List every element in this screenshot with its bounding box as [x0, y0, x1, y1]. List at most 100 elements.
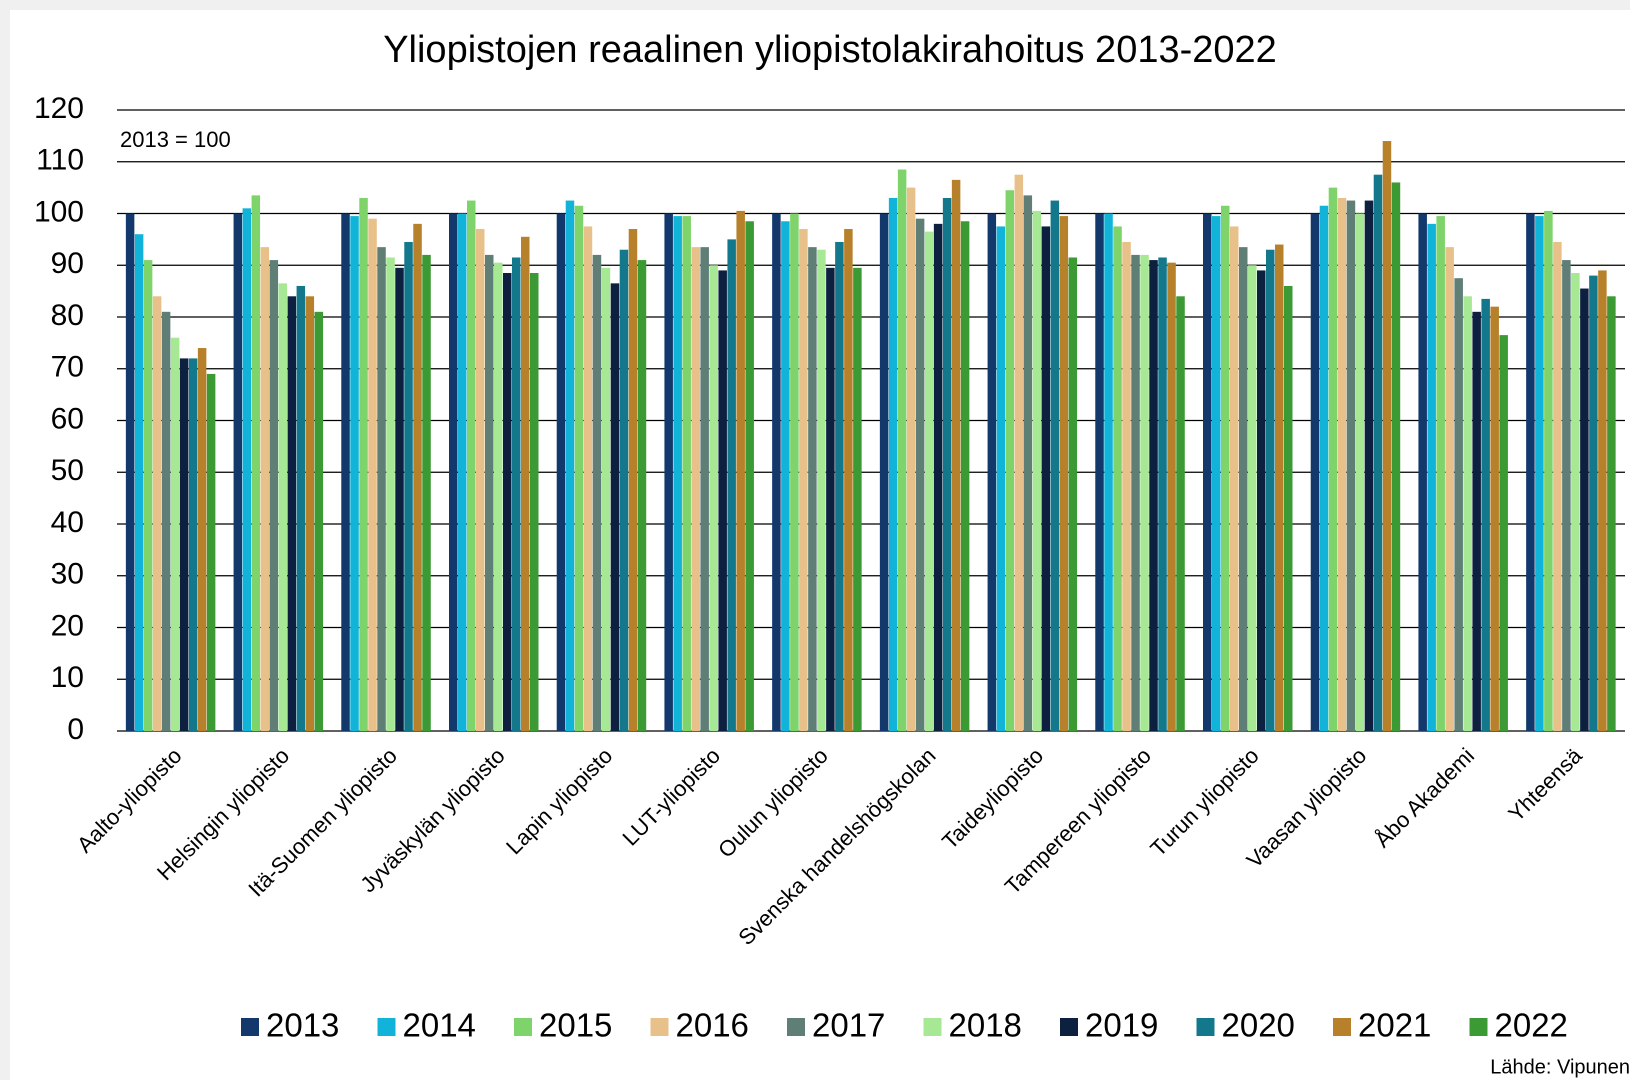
- legend-swatch: [1196, 1018, 1215, 1036]
- bar: [637, 260, 647, 731]
- bar: [269, 260, 279, 731]
- bar: [395, 267, 404, 731]
- bar: [745, 221, 754, 731]
- bar: [485, 254, 494, 731]
- legend-swatch: [1469, 1018, 1488, 1036]
- bar: [1266, 249, 1275, 731]
- y-tick-label: 40: [51, 506, 84, 539]
- bar: [951, 179, 961, 732]
- bar: [808, 247, 817, 731]
- bar: [1032, 210, 1042, 732]
- bar: [350, 216, 359, 731]
- bar: [933, 223, 943, 731]
- bar: [1436, 216, 1445, 731]
- bar: [700, 247, 709, 731]
- bar: [879, 213, 889, 731]
- bar: [996, 226, 1006, 731]
- legend-label: 2014: [403, 1007, 476, 1044]
- bar: [1373, 174, 1383, 731]
- bar: [206, 373, 216, 731]
- y-tick-label: 100: [34, 195, 84, 228]
- legend-label: 2016: [676, 1007, 749, 1044]
- bar: [1050, 200, 1060, 731]
- bar: [1275, 244, 1284, 732]
- bar: [601, 267, 611, 731]
- bar: [781, 221, 790, 731]
- bar: [906, 187, 916, 731]
- bar: [341, 213, 350, 731]
- bar: [476, 229, 485, 731]
- legend-label: 2021: [1358, 1007, 1431, 1044]
- bar: [521, 236, 530, 731]
- bar: [1328, 187, 1338, 731]
- bar: [197, 348, 207, 731]
- bar: [1158, 257, 1167, 731]
- bar: [718, 270, 727, 731]
- bar: [799, 229, 808, 731]
- y-tick-label: 70: [51, 351, 84, 384]
- bar: [1212, 216, 1221, 731]
- bar: [188, 358, 198, 731]
- bar: [790, 213, 799, 731]
- bar: [727, 239, 736, 731]
- legend-label: 2013: [266, 1007, 339, 1044]
- bar: [574, 205, 584, 732]
- y-tick-label: 60: [51, 402, 84, 435]
- bar: [152, 296, 162, 731]
- bar: [1427, 223, 1436, 731]
- bar: [853, 267, 862, 731]
- y-tick-label: 10: [51, 661, 84, 694]
- legend-label: 2022: [1495, 1007, 1568, 1044]
- bar: [422, 254, 431, 731]
- y-tick-label: 90: [51, 247, 84, 280]
- bar: [1104, 213, 1113, 731]
- bar: [1167, 262, 1176, 731]
- bar: [260, 247, 270, 731]
- y-tick-label: 30: [51, 558, 84, 591]
- y-tick-label: 50: [51, 454, 84, 487]
- y-tick-label: 120: [34, 92, 84, 125]
- bar: [942, 197, 952, 732]
- bar: [1122, 241, 1131, 731]
- bar: [530, 273, 539, 731]
- bar: [1068, 257, 1078, 731]
- bar: [664, 213, 673, 731]
- bar: [1023, 195, 1033, 731]
- bar: [1355, 213, 1365, 731]
- legend-swatch: [1333, 1018, 1351, 1036]
- bar: [368, 218, 377, 732]
- y-tick-label: 0: [67, 713, 84, 746]
- bar: [1239, 247, 1248, 731]
- bar: [134, 234, 144, 731]
- bar: [1310, 213, 1320, 731]
- bar: [817, 249, 826, 731]
- bar: [1499, 335, 1508, 731]
- bar: [1248, 265, 1257, 731]
- legend-swatch: [923, 1018, 942, 1036]
- bar: [1149, 260, 1158, 731]
- bar: [1553, 241, 1562, 731]
- bar: [682, 216, 691, 731]
- bar: [1230, 226, 1239, 731]
- bar: [1589, 275, 1598, 731]
- bar: [458, 213, 467, 731]
- bar: [565, 200, 575, 731]
- legend-swatch: [650, 1018, 669, 1036]
- bar: [924, 231, 934, 732]
- bar: [556, 213, 566, 731]
- bar: [1364, 200, 1374, 731]
- bar: [897, 169, 907, 731]
- bar: [1005, 190, 1015, 731]
- bar: [1113, 226, 1122, 731]
- legend-label: 2018: [949, 1007, 1022, 1044]
- bar: [1445, 247, 1454, 731]
- bar: [772, 213, 781, 731]
- bar: [377, 247, 386, 731]
- legend-swatch: [241, 1018, 259, 1036]
- bar: [1382, 141, 1392, 732]
- bar: [1257, 270, 1266, 731]
- bar: [161, 311, 171, 731]
- bar: [305, 296, 315, 731]
- y-tick-label: 80: [51, 299, 84, 332]
